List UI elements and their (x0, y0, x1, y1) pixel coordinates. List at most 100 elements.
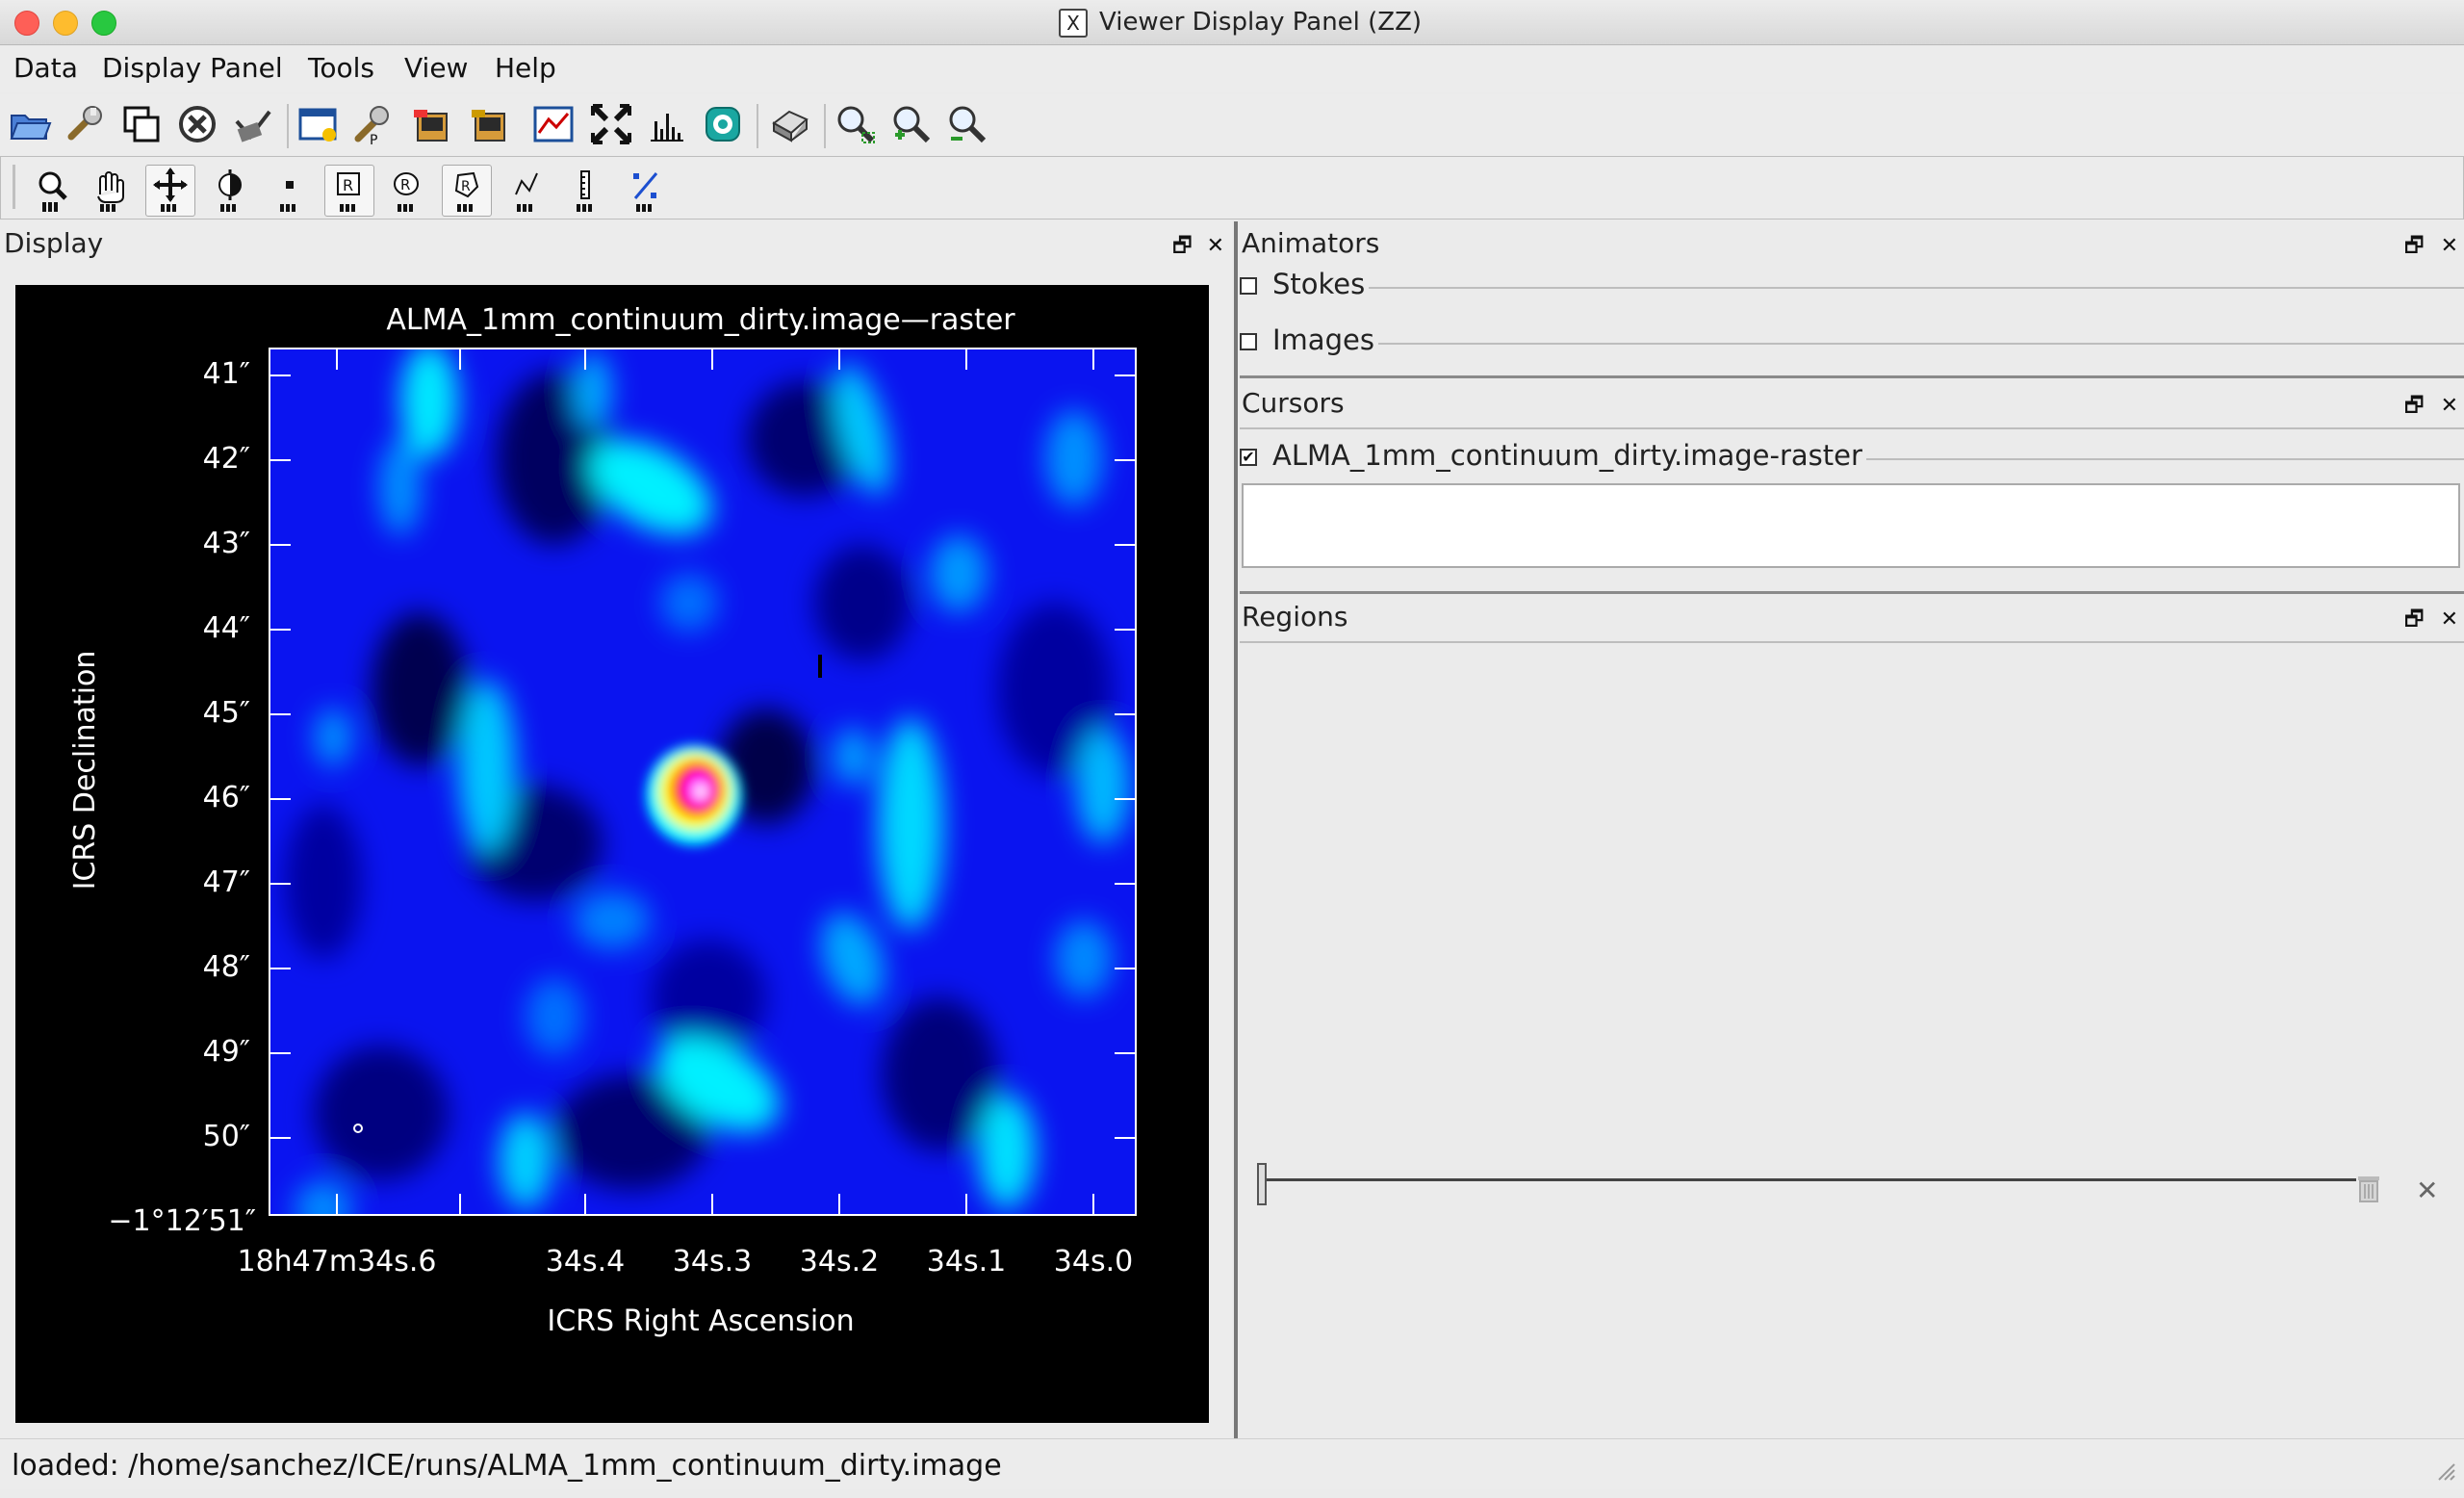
menu-view[interactable]: View (404, 52, 469, 84)
printer-icon[interactable] (766, 102, 810, 146)
zoom-in-icon[interactable] (889, 102, 934, 146)
close-icon[interactable]: ✕ (2440, 607, 2458, 632)
dock-divider[interactable] (1240, 591, 2464, 594)
region-slider-handle[interactable] (1257, 1163, 1267, 1205)
x-tick-label: 34s.2 (800, 1245, 879, 1278)
zoom-out-icon[interactable] (945, 102, 989, 146)
x11-app-icon: X (1059, 8, 1088, 38)
close-icon[interactable]: ✕ (2440, 394, 2458, 418)
region-slider-track[interactable] (1259, 1178, 2356, 1181)
regions-controls: 🗗 ✕ (2404, 603, 2458, 639)
y-tick-label: 47″ (203, 865, 250, 899)
crosshair-tool-button[interactable] (145, 165, 195, 217)
y-tick-label: 48″ (203, 950, 250, 984)
point-tool-button[interactable] (265, 165, 315, 217)
cursors-controls: 🗗 ✕ (2404, 389, 2458, 426)
close-data-icon[interactable] (175, 102, 219, 146)
images-checkbox[interactable] (1240, 333, 1257, 350)
undock-icon[interactable]: 🗗 (2403, 394, 2425, 418)
contour-icon[interactable] (701, 102, 745, 146)
menu-tools[interactable]: Tools (308, 52, 374, 84)
new-panel-icon[interactable] (296, 102, 341, 146)
ruler-tool-button[interactable] (561, 165, 611, 217)
profile-chart-icon[interactable] (531, 102, 576, 146)
panel-options-icon[interactable]: P (350, 102, 395, 148)
right-dock-area: Animators 🗗 ✕ Stokes Images Cursors 🗗 ✕ … (1240, 221, 2464, 1438)
undock-icon[interactable]: 🗗 (2403, 234, 2425, 258)
display-panel-title: Display (4, 227, 104, 259)
y-tick-label: 49″ (203, 1035, 250, 1069)
pan-tool-button[interactable] (86, 165, 136, 217)
status-text: loaded: /home/sanchez/ICE/runs/ALMA_1mm_… (12, 1449, 1002, 1483)
menu-bar: Data Display Panel Tools View Help (0, 46, 2464, 92)
undock-icon[interactable]: 🗗 (1172, 234, 1193, 258)
x-tick-label: 34s.0 (1054, 1245, 1133, 1278)
x-axis-label: ICRS Right Ascension (547, 1304, 854, 1338)
svg-text:R: R (343, 176, 353, 194)
restore-state-icon[interactable] (466, 102, 510, 146)
window-title-container: X Viewer Display Panel (ZZ) (1059, 8, 1422, 38)
panel-splitter[interactable] (1234, 221, 1238, 1438)
zoom-tool-button[interactable] (28, 165, 78, 217)
polygon-region-tool-button[interactable]: R (442, 165, 492, 217)
display-panel-controls: 🗗 ✕ (1172, 229, 1224, 266)
axis-ticks (270, 349, 1136, 1215)
x-tick-label: 34s.3 (673, 1245, 752, 1278)
cursor-image-checkbox[interactable]: ✔ (1240, 449, 1257, 466)
cursor-readout-box (1242, 483, 2460, 568)
y-tick-label: 41″ (203, 357, 250, 391)
raster-plot[interactable]: ALMA_1mm_continuum_dirty.image—raster (15, 285, 1209, 1423)
title-bar: X Viewer Display Panel (ZZ) (0, 0, 2464, 45)
display-panel: Display 🗗 ✕ ALMA_1mm_continuum_dirty.ima… (0, 221, 1232, 1438)
x-tick-label: 34s.1 (927, 1245, 1006, 1278)
y-tick-label: 42″ (203, 442, 250, 476)
group-line (1317, 287, 2464, 289)
position-velocity-tool-button[interactable] (621, 165, 671, 217)
mouse-tools-toolbar: R R R (0, 156, 2464, 220)
group-line (1528, 458, 2464, 460)
y-tick-label: −1°12′51″ (108, 1204, 256, 1238)
toolbar-separator (824, 104, 826, 148)
minimize-window-button[interactable] (53, 11, 78, 36)
y-tick-label: 44″ (203, 611, 250, 645)
close-icon[interactable]: ✕ (2440, 234, 2458, 258)
animators-controls: 🗗 ✕ (2404, 229, 2458, 266)
fit-arrows-icon[interactable] (589, 102, 633, 146)
y-tick-label: 45″ (203, 696, 250, 730)
close-window-button[interactable] (14, 11, 39, 36)
x-tick-labels: 18h47m34s.6 34s.4 34s.3 34s.2 34s.1 34s.… (237, 1245, 1133, 1278)
plot-frame (269, 348, 1137, 1216)
group-line (1240, 427, 2464, 429)
close-icon[interactable]: ✕ (2416, 1175, 2439, 1206)
unload-icon[interactable] (231, 102, 275, 146)
polyline-tool-button[interactable] (501, 165, 552, 217)
window-title: Viewer Display Panel (ZZ) (1099, 8, 1423, 37)
stokes-checkbox[interactable] (1240, 277, 1257, 295)
rectangle-region-tool-button[interactable]: R (324, 165, 374, 217)
menu-help[interactable]: Help (495, 52, 556, 84)
group-line (1240, 641, 2464, 643)
menu-data[interactable]: Data (13, 52, 78, 84)
open-folder-icon[interactable] (8, 102, 52, 146)
menu-display-panel[interactable]: Display Panel (102, 52, 283, 84)
raster-image (270, 349, 1136, 1215)
y-tick-label: 46″ (203, 781, 250, 814)
close-icon[interactable]: ✕ (1206, 234, 1225, 258)
resize-grip-icon[interactable] (2433, 1459, 2456, 1482)
wrench-icon[interactable] (64, 102, 108, 146)
zoom-window-button[interactable] (91, 11, 116, 36)
image-canvas[interactable]: ALMA_1mm_continuum_dirty.image—raster (15, 285, 1209, 1423)
histogram-icon[interactable] (645, 102, 689, 146)
dock-divider[interactable] (1240, 375, 2464, 378)
colormap-adjust-tool-button[interactable] (205, 165, 255, 217)
trash-icon[interactable] (2354, 1173, 2383, 1203)
svg-text:P: P (370, 133, 377, 146)
y-axis-label: ICRS Declination (68, 651, 102, 891)
ellipse-region-tool-button[interactable]: R (382, 165, 432, 217)
cursor-image-label: ALMA_1mm_continuum_dirty.image-raster (1272, 439, 1866, 472)
copy-panel-icon[interactable] (119, 102, 164, 146)
zoom-fit-icon[interactable] (834, 102, 878, 146)
main-toolbar: P (0, 94, 2464, 158)
undock-icon[interactable]: 🗗 (2403, 607, 2425, 632)
save-restore-icon[interactable] (408, 102, 452, 146)
